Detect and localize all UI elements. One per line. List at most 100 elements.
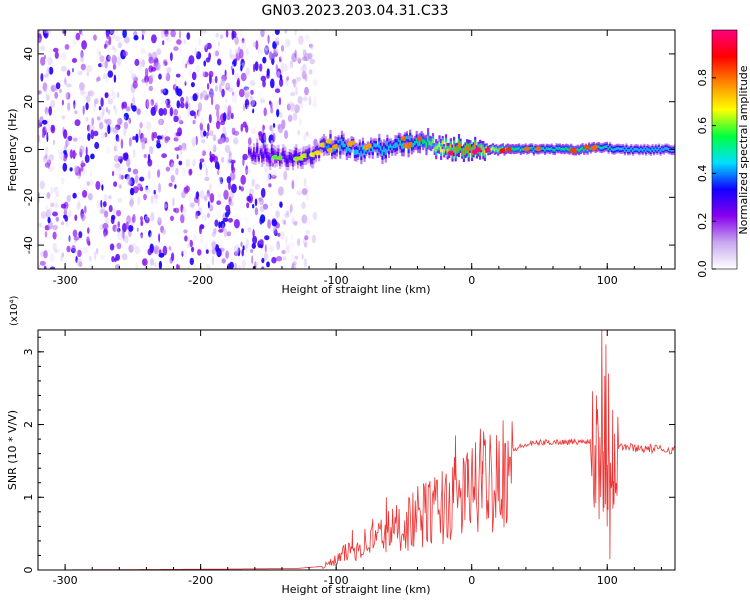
noise-mark xyxy=(198,37,201,46)
noise-mark xyxy=(208,83,215,94)
noise-mark xyxy=(55,216,59,222)
noise-mark xyxy=(91,117,94,126)
noise-mark xyxy=(289,203,293,213)
noise-mark xyxy=(259,63,263,72)
noise-mark xyxy=(62,256,68,263)
colorbar-tick-label: 0.8 xyxy=(696,69,709,87)
noise-mark xyxy=(201,139,206,144)
noise-mark xyxy=(122,115,126,121)
noise-mark xyxy=(307,53,313,60)
noise-mark xyxy=(274,30,280,35)
noise-mark xyxy=(112,45,115,50)
noise-mark xyxy=(40,73,44,82)
noise-mark xyxy=(136,227,139,232)
noise-mark xyxy=(201,90,208,99)
noise-mark xyxy=(234,48,240,55)
noise-mark xyxy=(230,80,235,86)
noise-mark xyxy=(48,207,53,217)
noise-mark xyxy=(206,212,210,218)
noise-mark xyxy=(280,63,285,73)
noise-mark xyxy=(100,62,107,68)
noise-mark xyxy=(243,86,249,91)
noise-mark xyxy=(72,229,78,238)
noise-mark xyxy=(281,218,285,224)
noise-mark xyxy=(305,193,310,201)
noise-mark xyxy=(144,148,147,153)
noise-mark xyxy=(214,85,218,92)
noise-mark xyxy=(160,98,167,105)
noise-mark xyxy=(132,213,136,223)
noise-mark xyxy=(107,98,114,105)
noise-mark xyxy=(188,235,191,246)
noise-mark xyxy=(279,78,284,87)
ridge-mark xyxy=(292,157,295,164)
noise-mark xyxy=(79,89,84,96)
noise-mark xyxy=(61,252,64,258)
ridge-mark xyxy=(272,151,275,156)
noise-mark xyxy=(58,162,62,169)
noise-mark xyxy=(137,216,141,221)
ridge-mark xyxy=(288,154,291,160)
noise-mark xyxy=(247,137,252,146)
noise-mark xyxy=(219,120,226,126)
noise-mark xyxy=(200,238,204,244)
noise-mark xyxy=(150,73,154,78)
noise-mark xyxy=(252,235,258,245)
noise-mark xyxy=(289,140,292,145)
noise-mark xyxy=(245,48,249,56)
ridge-mark xyxy=(383,146,386,153)
noise-mark xyxy=(143,193,147,201)
spectrogram-xlabel: Height of straight line (km) xyxy=(281,283,430,296)
noise-mark xyxy=(117,230,124,241)
noise-mark xyxy=(86,71,90,76)
noise-mark xyxy=(87,239,90,246)
noise-mark xyxy=(201,30,207,34)
noise-mark xyxy=(185,95,189,104)
noise-mark xyxy=(180,169,186,178)
noise-mark xyxy=(184,81,187,86)
x-tick-label: -100 xyxy=(324,274,349,287)
noise-mark xyxy=(74,119,81,127)
noise-mark xyxy=(246,202,250,209)
ridge-mark xyxy=(480,145,483,149)
noise-mark xyxy=(211,255,215,266)
x-tick-label: 100 xyxy=(597,574,618,587)
ridge-mark xyxy=(436,145,439,149)
noise-mark xyxy=(134,58,140,67)
noise-mark xyxy=(215,50,219,57)
noise-mark xyxy=(245,238,249,249)
noise-mark xyxy=(259,118,264,123)
noise-mark xyxy=(102,201,107,208)
noise-mark xyxy=(153,238,160,248)
ridge-mark xyxy=(610,147,613,151)
noise-mark xyxy=(260,214,266,224)
noise-mark xyxy=(239,217,245,221)
ridge-mark xyxy=(640,147,643,151)
noise-mark xyxy=(254,261,259,266)
noise-mark xyxy=(71,244,76,253)
y-tick-label: 40 xyxy=(22,47,35,61)
noise-mark xyxy=(290,91,296,97)
noise-mark xyxy=(214,104,220,111)
noise-mark xyxy=(304,34,310,41)
noise-mark xyxy=(123,121,129,130)
noise-mark xyxy=(246,195,252,202)
noise-mark xyxy=(157,169,161,178)
noise-mark xyxy=(181,167,187,177)
noise-mark xyxy=(178,160,183,166)
noise-mark xyxy=(46,30,52,34)
noise-mark xyxy=(126,157,131,168)
noise-mark xyxy=(114,257,117,263)
noise-mark xyxy=(290,254,295,263)
x-tick-label: -300 xyxy=(53,274,78,287)
noise-mark xyxy=(260,75,267,82)
ridge-mark xyxy=(492,146,495,150)
ridge-mark xyxy=(565,147,568,150)
noise-mark xyxy=(175,167,179,176)
noise-mark xyxy=(308,69,313,75)
noise-mark xyxy=(225,204,231,212)
noise-mark xyxy=(295,57,302,62)
noise-mark xyxy=(139,176,145,182)
